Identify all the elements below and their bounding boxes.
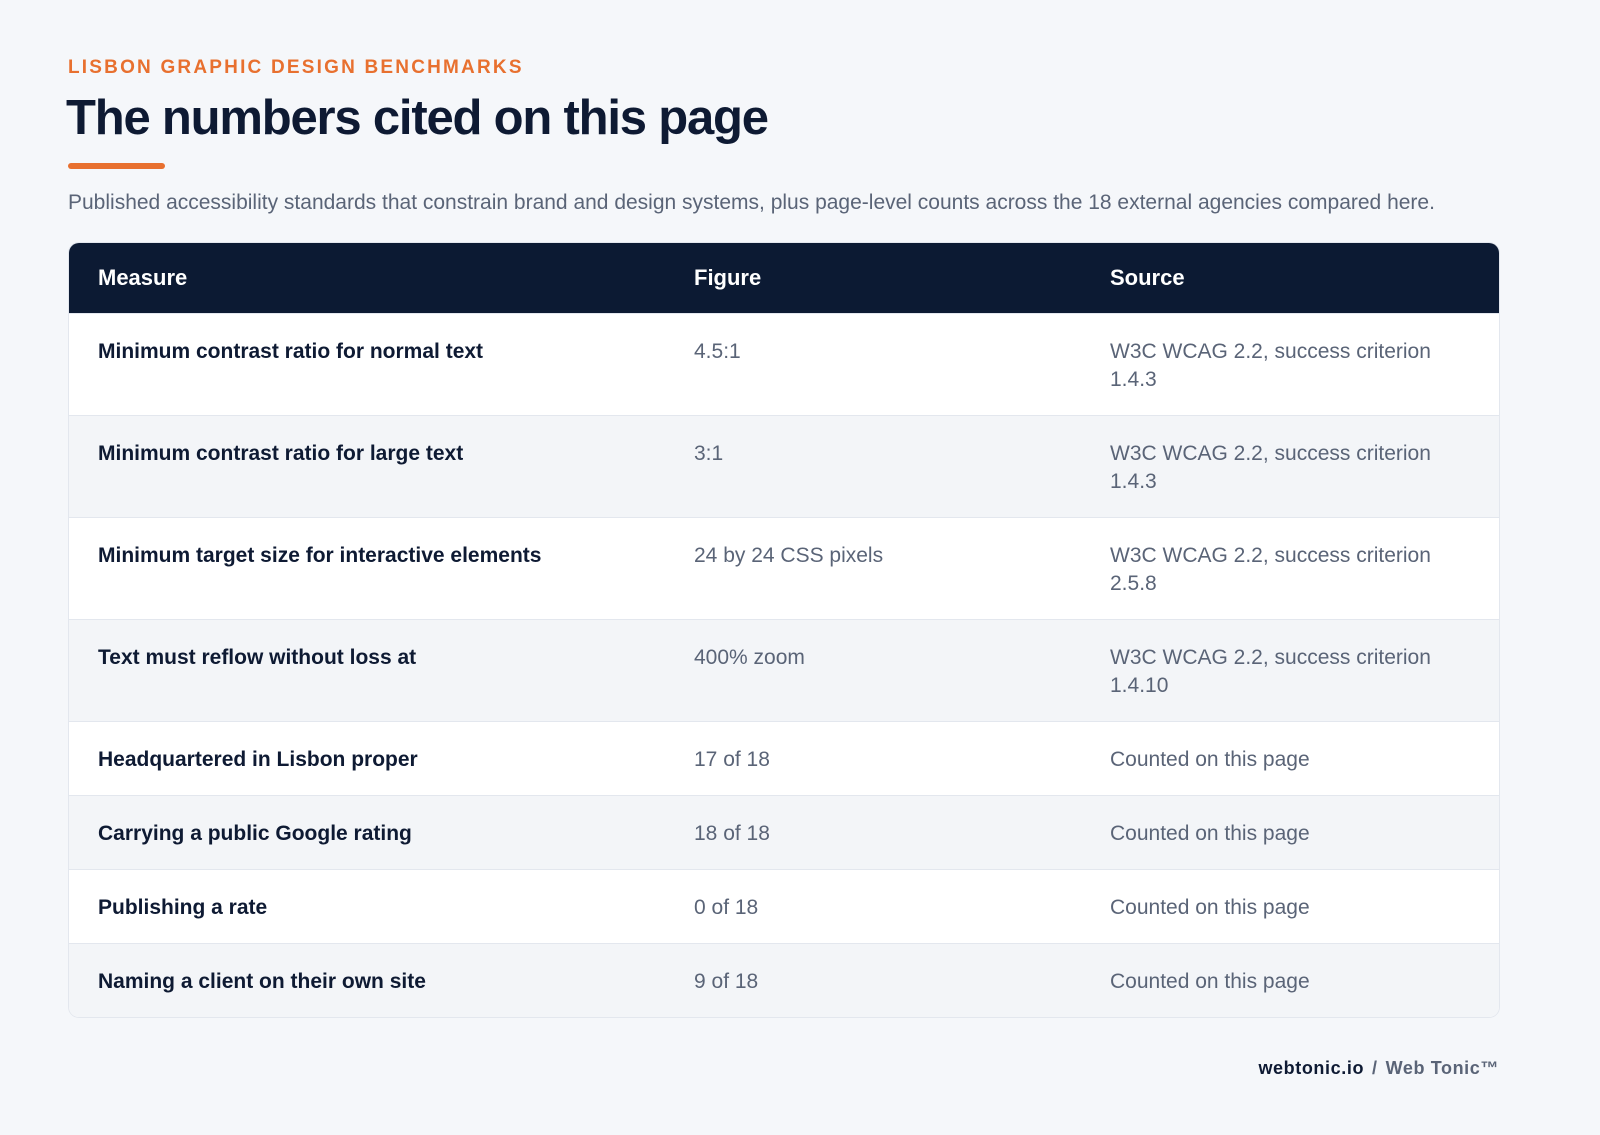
measure-cell: Minimum contrast ratio for large text <box>69 415 665 518</box>
figure-cell: 400% zoom <box>665 619 1081 722</box>
measure-cell: Carrying a public Google rating <box>69 795 665 870</box>
figure-cell: 4.5:1 <box>665 313 1081 416</box>
footer-separator: / <box>1372 1058 1378 1078</box>
figure-cell: 0 of 18 <box>665 869 1081 944</box>
figure-cell: 18 of 18 <box>665 795 1081 870</box>
column-header: Source <box>1081 243 1499 314</box>
source-cell: Counted on this page <box>1081 943 1499 1017</box>
table-row: Headquartered in Lisbon proper 17 of 18 Co… <box>69 721 1499 796</box>
title: The numbers cited on this page <box>66 91 769 145</box>
table-row: Naming a client on their own site 9 of 18… <box>69 943 1499 1017</box>
footer-site: webtonic.io <box>1258 1058 1365 1078</box>
measure-cell: Naming a client on their own site <box>69 943 665 1017</box>
figure-cell: 24 by 24 CSS pixels <box>665 517 1081 620</box>
subtitle: Published accessibility standards that c… <box>68 191 1435 214</box>
source-cell: W3C WCAG 2.2, success criterion 1.4.3 <box>1081 313 1499 416</box>
source-cell: Counted on this page <box>1081 721 1499 796</box>
table-row: Publishing a rate 0 of 18 Counted on this … <box>69 869 1499 944</box>
measure-cell: Minimum target size for interactive elem… <box>69 517 665 620</box>
column-header: Measure <box>69 243 665 314</box>
footer-brand: Web Tonic™ <box>1385 1058 1499 1078</box>
figure-cell: 17 of 18 <box>665 721 1081 796</box>
source-cell: Counted on this page <box>1081 869 1499 944</box>
footer: webtonic.io / Web Tonic™ <box>1258 1058 1499 1079</box>
table-row: Minimum target size for interactive elem… <box>69 517 1499 620</box>
eyebrow: LISBON GRAPHIC DESIGN BENCHMARKS <box>68 57 524 78</box>
measure-cell: Minimum contrast ratio for normal text <box>69 313 665 416</box>
header-row: Measure Figure Source <box>69 243 1499 314</box>
measure-cell: Headquartered in Lisbon proper <box>69 721 665 796</box>
table-row: Minimum contrast ratio for large text 3:1… <box>69 415 1499 518</box>
table-row: Text must reflow without loss at 400% zoo… <box>69 619 1499 722</box>
table: Measure Figure Source Minimum contrast rat… <box>69 243 1499 1017</box>
figure-cell: 3:1 <box>665 415 1081 518</box>
source-cell: W3C WCAG 2.2, success criterion 1.4.10 <box>1081 619 1499 722</box>
measure-cell: Publishing a rate <box>69 869 665 944</box>
table-row: Carrying a public Google rating 18 of 18 C… <box>69 795 1499 870</box>
accent-bar <box>68 163 165 169</box>
table-card: Measure Figure Source Minimum contrast rat… <box>69 243 1499 1017</box>
figure-cell: 9 of 18 <box>665 943 1081 1017</box>
column-header: Figure <box>665 243 1081 314</box>
source-cell: W3C WCAG 2.2, success criterion 1.4.3 <box>1081 415 1499 518</box>
table-row: Minimum contrast ratio for normal text 4.… <box>69 313 1499 416</box>
source-cell: W3C WCAG 2.2, success criterion 2.5.8 <box>1081 517 1499 620</box>
source-cell: Counted on this page <box>1081 795 1499 870</box>
measure-cell: Text must reflow without loss at <box>69 619 665 722</box>
